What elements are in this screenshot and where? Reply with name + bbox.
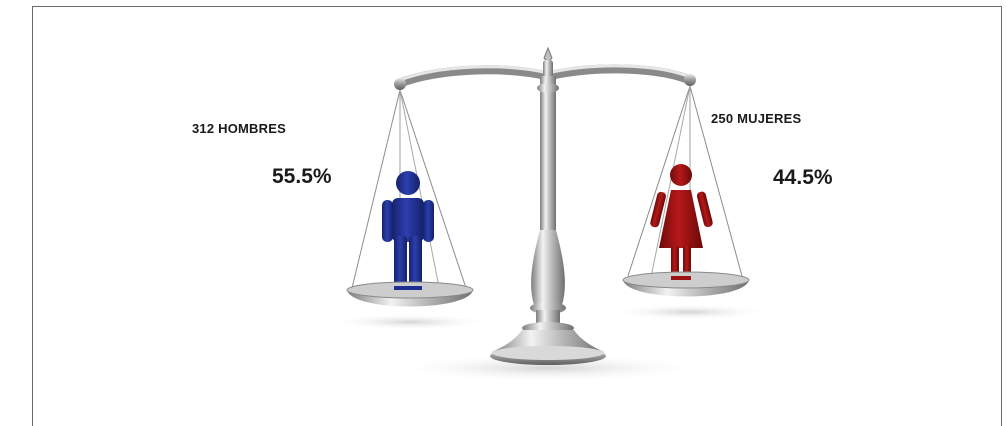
women-percent-label: 44.5% [773,166,833,189]
male-person-icon [382,171,434,296]
women-count-label: 250 MUJERES [711,111,802,126]
female-person-icon [650,164,713,286]
men-percent-label: 55.5% [272,165,332,188]
men-count-label: 312 HOMBRES [192,121,286,136]
slide-frame [32,6,1002,426]
balance-scale-icon [330,46,770,382]
